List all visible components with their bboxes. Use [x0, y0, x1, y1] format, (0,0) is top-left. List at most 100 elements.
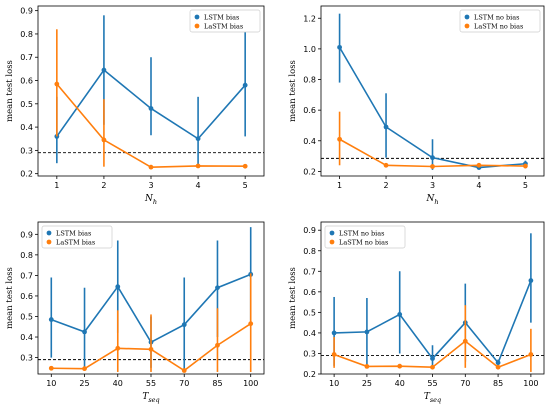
data-point [495, 360, 501, 366]
y-tick-label: 0.3 [20, 146, 33, 155]
data-point [101, 137, 107, 143]
data-point [181, 322, 187, 328]
legend-label: LaSTM bias [56, 238, 95, 246]
data-point [331, 352, 337, 357]
y-tick-label: 0.7 [303, 267, 316, 276]
x-tick-label: 3 [148, 181, 153, 190]
legend-box [41, 225, 113, 249]
data-point [476, 162, 482, 168]
data-point [242, 163, 248, 169]
y-tick-label: 0.3 [20, 354, 33, 363]
series-1 [337, 13, 528, 170]
y-tick-label: 0.4 [303, 329, 316, 338]
data-point [195, 163, 201, 169]
legend-label: LSTM no bias [339, 229, 384, 237]
legend-box [459, 9, 541, 33]
data-point [48, 317, 54, 322]
y-tick-label: 0.8 [20, 251, 33, 260]
x-axis-label: Nh [425, 194, 438, 206]
y-tick-label: 0.4 [20, 333, 33, 342]
data-point [181, 368, 187, 373]
x-tick-label: 70 [179, 379, 189, 388]
data-point [337, 44, 342, 50]
y-tick-label: 0.5 [20, 312, 33, 321]
x-tick-label: 2 [101, 181, 106, 190]
legend-marker [194, 23, 200, 29]
legend-box [189, 9, 261, 33]
y-tick-label: 0.8 [20, 30, 33, 39]
x-tick-label: 3 [430, 181, 435, 190]
legend-marker [329, 230, 335, 236]
y-tick-label: 0.9 [20, 7, 33, 16]
panel-1: 0.2 0.3 0.4 0.5 0.6 0.7 0.8 0.9 1 2 3 4 5 mean test l… [5, 5, 265, 206]
data-point [331, 330, 337, 336]
series-1 [54, 15, 248, 165]
x-tick-label: 10 [46, 379, 56, 388]
data-point [528, 278, 534, 283]
data-point [115, 284, 121, 290]
x-axis-label: Tseq [142, 392, 159, 404]
y-tick-label: 0.8 [303, 247, 316, 256]
data-point [462, 338, 468, 344]
legend-label: LaSTM bias [204, 22, 243, 30]
panel-3: 0.3 0.4 0.5 0.6 0.7 0.8 0.9 10 25 40 55 70 85 100 mean… [5, 221, 265, 404]
data-point [430, 164, 435, 169]
x-tick-label: 4 [476, 181, 481, 190]
y-axis-label: mean test loss [288, 60, 298, 122]
legend-label: LaSTM no bias [474, 22, 523, 30]
y-tick-label: 0.6 [303, 288, 316, 297]
y-tick-label: 0.7 [20, 271, 33, 280]
y-tick-label: 0.9 [303, 226, 316, 235]
y-tick-label: 0.7 [20, 53, 33, 62]
x-tick-label: 70 [460, 379, 470, 388]
data-point [528, 352, 534, 357]
x-tick-label: 100 [523, 379, 538, 388]
legend-label: LaSTM no bias [339, 238, 388, 246]
data-point [364, 364, 370, 369]
data-point [148, 164, 154, 170]
data-point [115, 345, 121, 351]
x-tick-label: 55 [427, 379, 437, 388]
data-point [101, 67, 107, 73]
y-tick-label: 0.2 [303, 167, 316, 176]
legend-marker [46, 239, 52, 245]
x-tick-label: 100 [243, 379, 258, 388]
data-point [397, 363, 403, 369]
series-1 [331, 233, 534, 368]
x-tick-label: 1 [54, 181, 59, 190]
x-tick-label: 25 [362, 379, 372, 388]
data-point [215, 285, 220, 291]
y-axis-label: mean test loss [5, 60, 15, 122]
data-point [215, 342, 220, 348]
data-point [430, 155, 435, 161]
x-axis-label: Nh [144, 194, 157, 206]
data-point [383, 162, 389, 168]
y-tick-label: 0.9 [20, 230, 33, 239]
y-tick-label: 0.5 [303, 308, 316, 317]
y-tick-label: 0.4 [303, 137, 316, 146]
data-point [495, 364, 501, 370]
x-axis-label-main: T [142, 392, 149, 402]
y-tick-label: 1.2 [303, 14, 316, 23]
data-point [397, 312, 403, 317]
data-point [364, 329, 370, 335]
y-tick-label: 0.8 [303, 76, 316, 85]
data-point [54, 134, 60, 139]
y-tick-label: 0.4 [20, 123, 33, 132]
x-tick-label: 10 [329, 379, 339, 388]
x-tick-label: 40 [113, 379, 123, 388]
x-tick-label: 2 [383, 181, 388, 190]
y-axis-label: mean test loss [288, 267, 298, 329]
panel-4: 0.2 0.3 0.4 0.5 0.6 0.7 0.8 0.9 10 25 40 55 70 85 100 m… [288, 221, 545, 404]
x-axis-label-main: N [144, 194, 154, 204]
legend-marker [464, 23, 470, 29]
y-tick-label: 0.6 [303, 106, 316, 115]
data-point [54, 81, 60, 87]
y-axis-label: mean test loss [5, 267, 15, 329]
data-point [195, 136, 201, 142]
x-tick-label: 4 [196, 181, 201, 190]
data-point [337, 136, 342, 142]
